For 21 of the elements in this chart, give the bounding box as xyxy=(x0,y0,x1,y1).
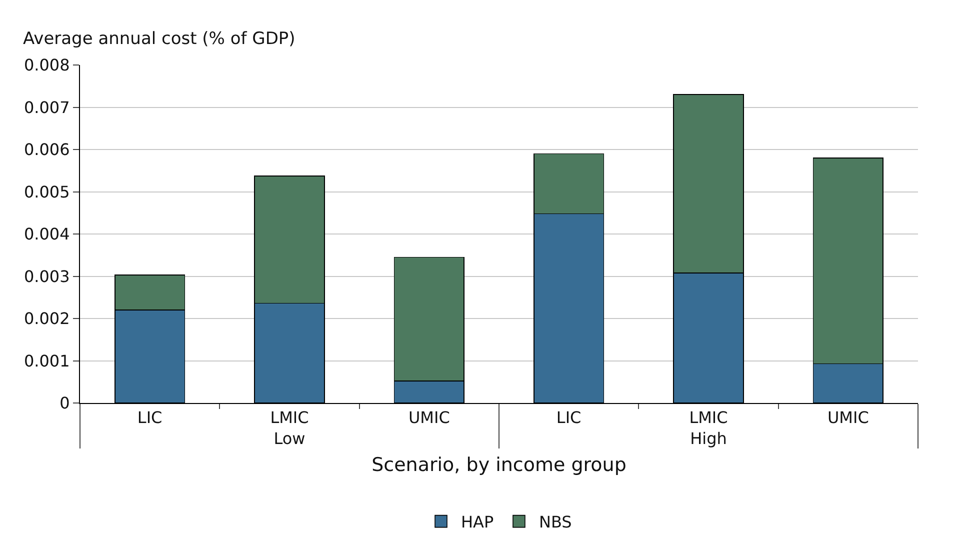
x-tick-label: LIC xyxy=(556,408,582,428)
y-axis-title: Average annual cost (% of GDP) xyxy=(23,29,296,49)
x-tick-label: LMIC xyxy=(270,408,309,428)
legend-label: HAP xyxy=(461,512,494,532)
y-tick-label: 0.003 xyxy=(24,266,70,286)
y-tick-label: 0 xyxy=(60,394,70,413)
x-tick-label: UMIC xyxy=(827,408,869,428)
y-tick-label: 0.001 xyxy=(24,351,70,370)
y-tick-label: 0.002 xyxy=(24,309,70,328)
text: Low xyxy=(274,429,306,448)
x-tick-label: UMIC xyxy=(408,408,450,428)
y-tick-label: 0.007 xyxy=(24,98,70,117)
y-tick-label: 0.005 xyxy=(24,182,70,202)
x-axis-title: Scenario, by income group xyxy=(372,454,626,476)
x-tick-label: LIC xyxy=(137,408,162,428)
y-tick-label: 0.004 xyxy=(24,224,70,244)
text: High xyxy=(690,429,727,448)
legend-label: NBS xyxy=(538,512,572,532)
x-tick-label: LMIC xyxy=(689,408,728,428)
y-tick-label: 0.006 xyxy=(24,140,70,160)
y-tick-label: 0.008 xyxy=(24,56,70,75)
